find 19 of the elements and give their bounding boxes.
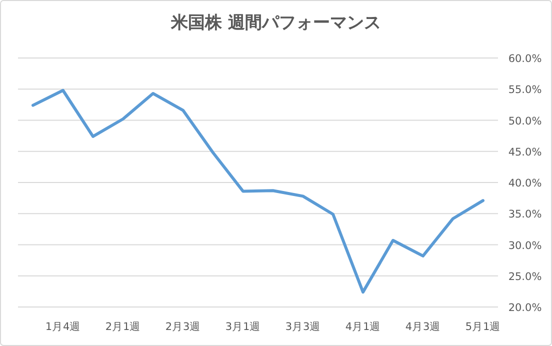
x-tick-label: 1月4週	[45, 321, 81, 333]
x-tick-label: 3月1週	[225, 321, 261, 333]
y-tick-label: 55.0%	[508, 84, 542, 96]
x-tick-label: 4月3週	[405, 321, 441, 333]
line-series	[32, 88, 484, 294]
y-tick-label: 40.0%	[508, 178, 542, 190]
y-tick-label: 35.0%	[508, 208, 542, 221]
y-tick-label: 20.0%	[508, 302, 542, 314]
x-tick-label: 2月3週	[165, 321, 201, 333]
x-tick-label: 3月3週	[285, 321, 321, 333]
chart-title: 米国株 週間パフォーマンス	[170, 13, 381, 33]
y-tick-label: 25.0%	[508, 270, 542, 283]
y-tick-label: 60.0%	[508, 53, 542, 65]
x-tick-label: 2月1週	[105, 321, 141, 333]
y-tick-label: 30.0%	[508, 240, 542, 252]
y-tick-label: 45.0%	[508, 146, 542, 158]
x-tick-label: 4月1週	[345, 321, 381, 333]
y-tick-label: 50.0%	[508, 115, 542, 128]
x-tick-label: 5月1週	[465, 321, 501, 333]
